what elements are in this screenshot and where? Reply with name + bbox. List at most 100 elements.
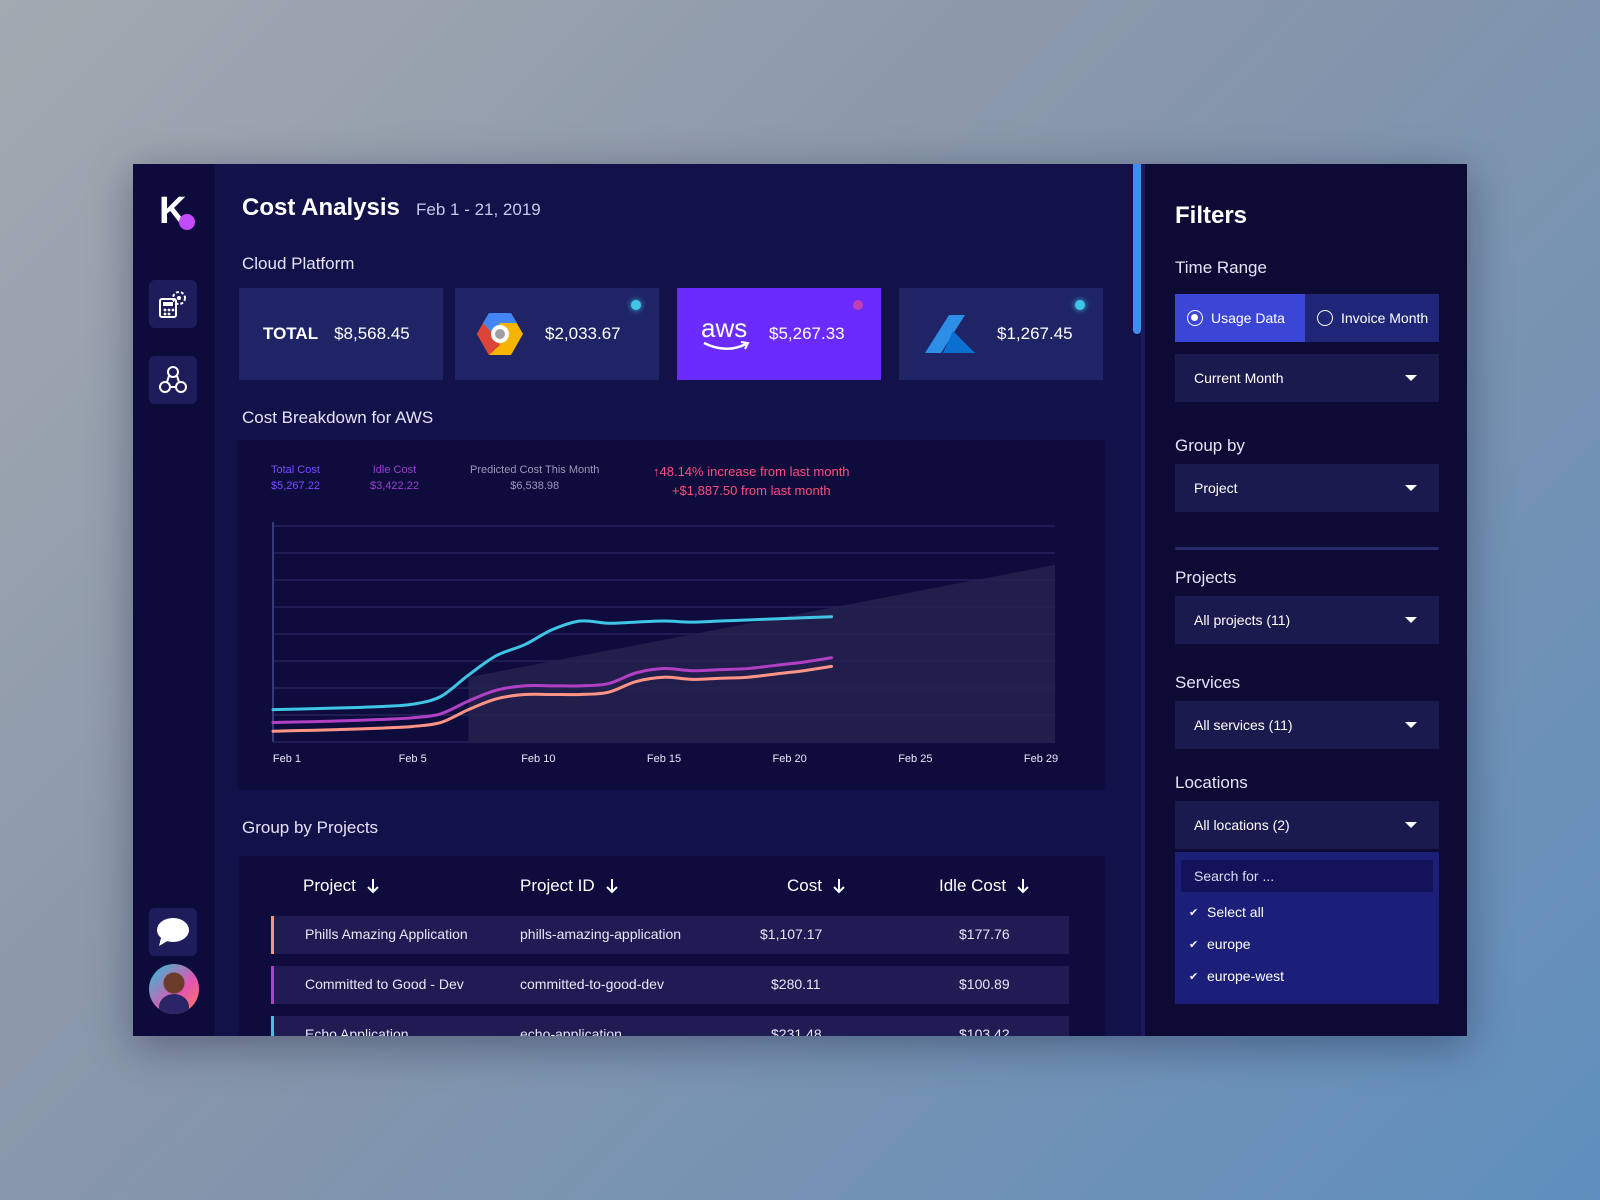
locations-select[interactable]: All locations (2): [1175, 801, 1439, 849]
cell-project: Phills Amazing Application: [305, 926, 468, 942]
cell-cost: $280.11: [771, 976, 821, 992]
locations-label: Locations: [1175, 773, 1248, 792]
sidebar-item-cost-sharing[interactable]: [149, 356, 197, 404]
cell-project-id: committed-to-good-dev: [520, 976, 664, 992]
location-search-input[interactable]: Search for ...: [1181, 860, 1433, 892]
money-network-icon: [159, 366, 187, 393]
caret-down-icon: [1405, 485, 1417, 491]
app-logo[interactable]: K: [159, 190, 195, 232]
sort-down-icon: [605, 879, 618, 894]
invoice-month-option[interactable]: Invoice Month: [1305, 294, 1439, 342]
increase-percent: 48.14% increase from last month: [659, 464, 850, 479]
usage-data-option[interactable]: Usage Data: [1175, 294, 1305, 342]
projects-select[interactable]: All projects (11): [1175, 596, 1439, 644]
total-amount: $8,568.45: [334, 324, 410, 343]
cell-project-id: echo-application: [520, 1026, 622, 1036]
azure-amount: $1,267.45: [997, 324, 1073, 343]
gcp-status-dot: [631, 300, 641, 310]
services-select[interactable]: All services (11): [1175, 701, 1439, 749]
group-by-value: Project: [1194, 480, 1238, 496]
filters-panel: Filters Time Range Usage Data Invoice Mo…: [1145, 164, 1467, 1036]
projects-label: Projects: [1175, 568, 1237, 587]
azure-status-dot: [1075, 300, 1085, 310]
card-gcp[interactable]: $2,033.67: [455, 288, 659, 380]
sort-down-icon: [1017, 879, 1029, 894]
series-line-2[interactable]: [271, 664, 834, 733]
locations-select-value: All locations (2): [1194, 817, 1290, 833]
card-aws[interactable]: aws $5,267.33: [677, 288, 881, 380]
chat-button[interactable]: [149, 908, 197, 956]
azure-icon: [925, 315, 975, 353]
page-title: Cost Analysis: [242, 194, 400, 221]
row-color-bar: [271, 966, 274, 1004]
option-select-all[interactable]: ✔ Select all: [1189, 904, 1264, 920]
filters-divider: [1175, 547, 1439, 550]
date-range: Feb 1 - 21, 2019: [416, 200, 541, 219]
col-header-idle-cost-label: Idle Cost: [939, 876, 1007, 895]
table-row[interactable]: Phills Amazing Application phills-amazin…: [271, 916, 1069, 954]
location-search-placeholder: Search for ...: [1194, 868, 1275, 884]
aws-logo-text: aws: [701, 313, 748, 343]
series-line-0[interactable]: [271, 615, 834, 712]
cell-idle-cost: $103.42: [959, 1026, 1010, 1036]
user-avatar[interactable]: [149, 964, 199, 1014]
cell-idle-cost: $100.89: [959, 976, 1010, 992]
group-projects-heading: Group by Projects: [242, 818, 379, 837]
x-tick-label: Feb 5: [399, 753, 427, 765]
period-select-value: Current Month: [1194, 370, 1284, 386]
legend-total-cost-label: Total Cost: [271, 464, 320, 476]
sort-down-icon: [833, 879, 845, 894]
legend-idle-cost-label: Idle Cost: [372, 464, 417, 476]
card-total[interactable]: TOTAL $8,568.45: [239, 288, 443, 380]
table-row[interactable]: Committed to Good - Dev committed-to-goo…: [271, 966, 1069, 1004]
row-color-bar: [271, 1016, 274, 1036]
locations-dropdown: Search for ... ✔ Select all ✔ europe ✔ e…: [1175, 852, 1439, 1004]
main-content: Cost Analysis Feb 1 - 21, 2019 Cloud Pla…: [215, 164, 1127, 1036]
cell-project: Committed to Good - Dev: [305, 976, 464, 992]
card-azure[interactable]: $1,267.45: [899, 288, 1103, 380]
x-tick-label: Feb 29: [1024, 753, 1058, 765]
group-by-select[interactable]: Project: [1175, 464, 1439, 512]
option-label: europe-west: [1207, 968, 1285, 984]
app-window: K: [133, 164, 1467, 1036]
usage-data-label: Usage Data: [1211, 310, 1285, 326]
series-line-1[interactable]: [271, 656, 834, 725]
col-header-project[interactable]: Project: [303, 876, 380, 896]
legend-total-cost[interactable]: Total Cost $5,267.22: [271, 462, 320, 494]
aws-amount: $5,267.33: [769, 324, 845, 343]
projects-select-value: All projects (11): [1194, 612, 1291, 628]
radio-unselected-icon: [1317, 310, 1333, 326]
col-header-cost-label: Cost: [787, 876, 822, 895]
option-europe-west[interactable]: ✔ europe-west: [1189, 968, 1284, 984]
col-header-project-label: Project: [303, 876, 356, 895]
time-range-label: Time Range: [1175, 258, 1267, 277]
gcp-amount: $2,033.67: [545, 324, 621, 343]
radio-selected-icon: [1187, 310, 1203, 326]
col-header-cost[interactable]: Cost: [787, 876, 846, 896]
x-tick-label: Feb 15: [647, 753, 681, 765]
cell-cost: $231.48: [771, 1026, 822, 1036]
caret-down-icon: [1405, 822, 1417, 828]
col-header-project-id-label: Project ID: [520, 876, 595, 895]
cell-project: Echo Application: [305, 1026, 409, 1036]
table-row[interactable]: Echo Application echo-application $231.4…: [271, 1016, 1069, 1036]
sidebar-item-cost-settings[interactable]: [149, 280, 197, 328]
projects-table: Project Project ID Cost Idle Cost Phills…: [239, 856, 1105, 1036]
col-header-idle-cost[interactable]: Idle Cost: [939, 876, 1030, 896]
legend-total-cost-value: $5,267.22: [271, 480, 320, 492]
period-select[interactable]: Current Month: [1175, 354, 1439, 402]
sidebar: K: [133, 164, 215, 1036]
increase-note: ↑48.14% increase from last month +$1,887…: [653, 462, 850, 500]
chat-bubble-icon: [157, 918, 189, 946]
col-header-project-id[interactable]: Project ID: [520, 876, 619, 896]
caret-down-icon: [1405, 617, 1417, 623]
main-scrollbar[interactable]: [1133, 164, 1141, 334]
forecast-band: [468, 564, 1055, 742]
option-europe[interactable]: ✔ europe: [1189, 936, 1251, 952]
x-tick-label: Feb 10: [521, 753, 555, 765]
caret-down-icon: [1405, 722, 1417, 728]
legend-idle-cost[interactable]: Idle Cost $3,422.22: [370, 462, 419, 494]
x-tick-label: Feb 1: [273, 753, 301, 765]
caret-down-icon: [1405, 375, 1417, 381]
check-icon: ✔: [1189, 970, 1199, 983]
